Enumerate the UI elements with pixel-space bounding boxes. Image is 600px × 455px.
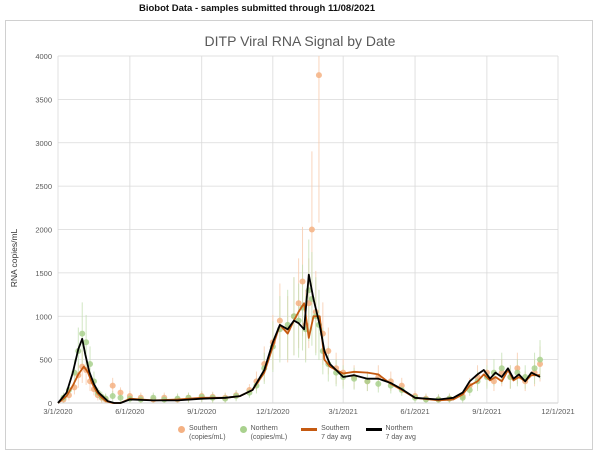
x-tick-label: 6/1/2020 bbox=[115, 407, 144, 416]
southern-point bbox=[398, 382, 405, 389]
x-tick-label: 12/1/2021 bbox=[541, 407, 574, 416]
y-tick-label: 2500 bbox=[35, 182, 52, 191]
legend-label: Northern bbox=[385, 425, 413, 432]
y-tick-label: 0 bbox=[48, 399, 52, 408]
legend-item-northern-avg: Northern 7 day avg bbox=[365, 424, 416, 442]
legend-sublabel: 7 day avg bbox=[321, 434, 352, 441]
southern-point bbox=[315, 72, 322, 79]
legend-sublabel: 7 day avg bbox=[385, 434, 416, 441]
northern-point bbox=[83, 339, 90, 346]
x-tick-label: 3/1/2020 bbox=[43, 407, 72, 416]
x-tick-label: 9/1/2020 bbox=[187, 407, 216, 416]
y-tick-label: 3000 bbox=[35, 139, 52, 148]
northern-dot-swatch bbox=[239, 426, 247, 433]
average-lines bbox=[57, 273, 541, 404]
legend-item-southern-points: Southern (copies/mL) bbox=[178, 424, 226, 442]
southern-point bbox=[325, 347, 332, 354]
chart-title: DITP Viral RNA Signal by Date bbox=[204, 33, 396, 49]
y-tick-label: 4000 bbox=[35, 52, 52, 61]
y-tick-label: 1000 bbox=[35, 312, 52, 321]
southern-point bbox=[537, 360, 544, 367]
northern-point bbox=[79, 330, 86, 337]
northern-point bbox=[490, 369, 497, 376]
northern-point bbox=[375, 380, 382, 387]
southern-point bbox=[299, 278, 306, 285]
y-tick-label: 2000 bbox=[35, 226, 52, 235]
northern-point bbox=[364, 378, 371, 385]
northern-point bbox=[150, 394, 157, 401]
northern-point bbox=[498, 365, 505, 372]
x-tick-labels: 3/1/2020 6/1/2020 9/1/2020 12/1/2020 3/1/202… bbox=[43, 407, 574, 416]
legend-sublabel: (copies/mL) bbox=[250, 434, 288, 441]
header-text: Biobot Data - samples submitted through … bbox=[139, 3, 375, 14]
southern-point bbox=[117, 389, 124, 396]
legend: Southern (copies/mL) Northern (copies/mL… bbox=[178, 424, 416, 442]
x-tick-label: 3/1/2021 bbox=[329, 407, 358, 416]
northern-avg-line bbox=[57, 273, 541, 404]
southern-line-swatch bbox=[301, 428, 318, 431]
northern-point bbox=[351, 375, 358, 382]
y-tick-label: 1500 bbox=[35, 269, 52, 278]
southern-point bbox=[109, 382, 116, 389]
legend-item-northern-points: Northern (copies/mL) bbox=[239, 424, 288, 442]
legend-label: Southern bbox=[321, 425, 350, 432]
x-tick-label: 9/1/2021 bbox=[472, 407, 501, 416]
y-tick-labels: 0 500 1000 1500 2000 2500 3000 3500 4000 bbox=[35, 52, 52, 408]
data-points bbox=[60, 72, 544, 403]
grid-lines bbox=[57, 55, 559, 404]
northern-line-swatch bbox=[365, 428, 382, 431]
northern-point bbox=[109, 393, 116, 400]
x-tick-label: 12/1/2020 bbox=[256, 407, 289, 416]
y-tick-label: 500 bbox=[39, 356, 52, 365]
x-tick-label: 6/1/2021 bbox=[400, 407, 429, 416]
southern-point bbox=[295, 300, 302, 307]
northern-point bbox=[537, 356, 544, 363]
legend-sublabel: (copies/mL) bbox=[189, 434, 226, 441]
southern-point bbox=[514, 365, 521, 372]
chart-frame bbox=[5, 20, 593, 450]
legend-label: Southern bbox=[189, 425, 218, 432]
y-tick-label: 3500 bbox=[35, 95, 52, 104]
southern-dot-swatch bbox=[178, 426, 185, 433]
southern-point bbox=[308, 226, 315, 233]
legend-item-southern-avg: Southern 7 day avg bbox=[301, 424, 352, 442]
southern-point bbox=[276, 317, 283, 324]
northern-point bbox=[117, 394, 124, 401]
northern-point bbox=[531, 365, 538, 372]
northern-point bbox=[459, 394, 466, 401]
legend-label: Northern bbox=[250, 425, 278, 432]
southern-avg-line bbox=[57, 302, 540, 404]
